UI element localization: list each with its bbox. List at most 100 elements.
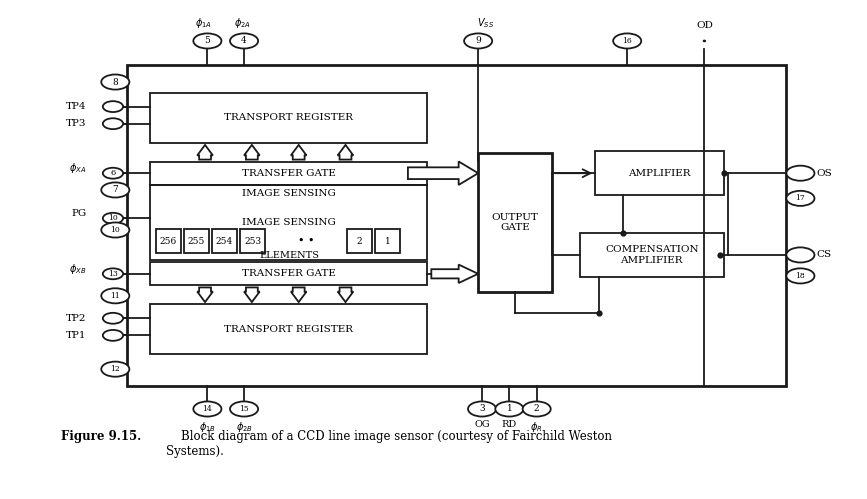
Text: IMAGE SENSING: IMAGE SENSING [242, 218, 336, 227]
Text: RD: RD [502, 420, 517, 429]
Circle shape [101, 183, 129, 198]
Polygon shape [197, 287, 213, 302]
Text: TP1: TP1 [66, 331, 87, 340]
Polygon shape [244, 145, 260, 160]
Text: TRANSPORT REGISTER: TRANSPORT REGISTER [225, 113, 354, 122]
Text: TP4: TP4 [66, 102, 87, 111]
Bar [151, 162, 427, 185]
Bar [156, 229, 181, 253]
Bar [127, 65, 786, 386]
Circle shape [786, 268, 814, 283]
Text: 4: 4 [241, 36, 247, 45]
Text: OG: OG [474, 420, 490, 429]
Circle shape [495, 401, 524, 417]
Circle shape [468, 401, 496, 417]
Circle shape [103, 101, 123, 112]
Bar [212, 229, 237, 253]
Text: 256: 256 [160, 237, 177, 246]
Text: CS: CS [816, 250, 831, 259]
Circle shape [230, 401, 258, 417]
Text: 255: 255 [188, 237, 205, 246]
Text: 9: 9 [475, 36, 481, 45]
Text: TRANSFER GATE: TRANSFER GATE [242, 169, 336, 178]
Circle shape [101, 362, 129, 377]
Text: 3: 3 [479, 405, 485, 414]
Circle shape [786, 248, 814, 262]
Text: 7: 7 [113, 186, 118, 195]
Text: ELEMENTS: ELEMENTS [259, 251, 319, 260]
Polygon shape [290, 145, 307, 160]
Text: TP3: TP3 [66, 119, 87, 128]
Text: $\phi_{2A}$: $\phi_{2A}$ [234, 15, 251, 29]
Circle shape [101, 223, 129, 238]
Text: OD: OD [696, 20, 713, 29]
Text: 16: 16 [623, 37, 632, 45]
Text: 14: 14 [203, 405, 212, 413]
Text: COMPENSATION
AMPLIFIER: COMPENSATION AMPLIFIER [605, 245, 699, 264]
Text: 13: 13 [108, 270, 118, 278]
Text: Figure 9.15.: Figure 9.15. [61, 430, 141, 443]
Text: PG: PG [71, 209, 87, 218]
Text: 2: 2 [356, 237, 362, 246]
Polygon shape [244, 287, 260, 302]
Text: 12: 12 [110, 365, 121, 373]
Text: $\phi_{2B}$: $\phi_{2B}$ [236, 420, 252, 434]
Circle shape [613, 33, 642, 48]
Polygon shape [337, 145, 354, 160]
Circle shape [230, 33, 258, 48]
Text: 2: 2 [534, 405, 539, 414]
Circle shape [704, 40, 705, 41]
Bar [151, 185, 427, 260]
Text: • •: • • [298, 237, 315, 247]
Polygon shape [432, 264, 479, 283]
Text: 11: 11 [110, 292, 121, 300]
Text: 1: 1 [506, 405, 512, 414]
Circle shape [103, 313, 123, 324]
Circle shape [101, 288, 129, 303]
Polygon shape [197, 145, 213, 160]
Bar [596, 151, 724, 195]
Text: $\phi_{1B}$: $\phi_{1B}$ [199, 420, 216, 434]
Text: 253: 253 [244, 237, 261, 246]
Text: 15: 15 [239, 405, 249, 413]
Polygon shape [337, 287, 354, 302]
Circle shape [103, 118, 123, 129]
Text: 10: 10 [110, 226, 121, 234]
Text: $\phi_{XB}$: $\phi_{XB}$ [69, 262, 87, 276]
Circle shape [786, 166, 814, 181]
Polygon shape [290, 287, 307, 302]
Text: 6: 6 [110, 169, 115, 177]
Circle shape [103, 168, 123, 179]
Text: 17: 17 [796, 194, 805, 203]
Bar [580, 233, 724, 277]
Bar [375, 229, 401, 253]
Text: 254: 254 [216, 237, 233, 246]
Circle shape [786, 191, 814, 206]
Circle shape [103, 330, 123, 341]
Circle shape [464, 33, 492, 48]
Text: TP2: TP2 [66, 314, 87, 323]
Polygon shape [408, 162, 479, 185]
Circle shape [193, 33, 221, 48]
Text: 5: 5 [205, 36, 211, 45]
Text: TRANSFER GATE: TRANSFER GATE [242, 269, 336, 278]
Bar [151, 92, 427, 143]
Text: OS: OS [816, 169, 831, 178]
Text: $\phi_{1A}$: $\phi_{1A}$ [195, 15, 212, 29]
Bar [184, 229, 209, 253]
Text: 18: 18 [796, 272, 805, 280]
Text: AMPLIFIER: AMPLIFIER [629, 169, 691, 178]
Circle shape [103, 213, 123, 224]
Circle shape [101, 74, 129, 90]
Text: OUTPUT
GATE: OUTPUT GATE [492, 213, 538, 232]
Text: IMAGE SENSING: IMAGE SENSING [242, 190, 336, 199]
Circle shape [103, 268, 123, 279]
Text: TRANSPORT REGISTER: TRANSPORT REGISTER [225, 325, 354, 334]
Circle shape [523, 401, 551, 417]
Text: $\phi_R$: $\phi_R$ [531, 420, 543, 434]
Text: $\phi_{XA}$: $\phi_{XA}$ [69, 161, 87, 175]
Bar [347, 229, 372, 253]
Text: 1: 1 [385, 237, 390, 246]
Text: 8: 8 [113, 77, 118, 86]
Circle shape [193, 401, 221, 417]
